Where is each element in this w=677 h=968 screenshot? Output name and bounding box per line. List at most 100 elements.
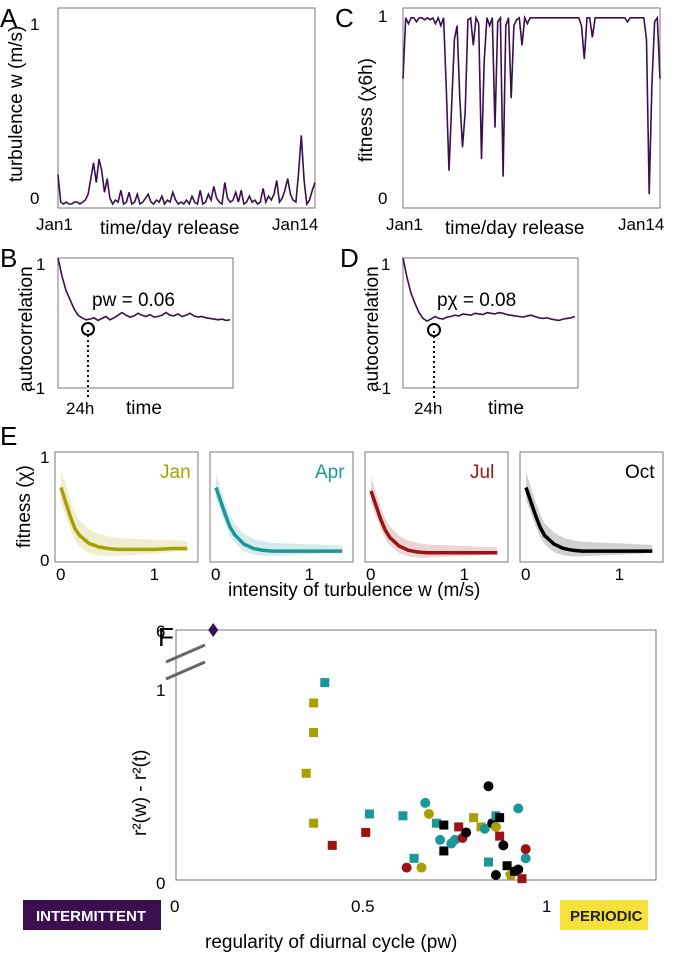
panel-label-d: D [340, 243, 359, 273]
scatter-point [309, 818, 319, 828]
panel-d-marker-label: 24h [414, 399, 442, 418]
panel-c-ytick-top: 1 [378, 7, 387, 26]
scatter-point [439, 846, 449, 856]
panel-e-subplot-oct: Oct 0 1 [519, 451, 664, 584]
scatter-point [513, 864, 524, 875]
panel-e: E 1 0 fitness (χ) intensity of turbulenc… [0, 421, 664, 601]
scatter-point [454, 822, 464, 832]
panel-a-turbulence-line [57, 135, 316, 207]
panel-label-e: E [0, 421, 17, 451]
scatter-point [320, 678, 330, 688]
scatter-point [483, 781, 494, 792]
panel-a-xlabel: time/day release [100, 218, 239, 239]
panel-e-ylabel: fitness (χ) [14, 465, 35, 548]
panel-a-frame [57, 7, 316, 209]
panel-f-ytick-6: 6 [156, 622, 165, 641]
panel-e-month-label-apr: Apr [315, 462, 345, 483]
panel-e-month-label-oct: Oct [625, 462, 655, 483]
scatter-point [513, 803, 524, 814]
scatter-point [401, 862, 412, 873]
panel-e-frame-jan [54, 451, 199, 563]
panel-e-band-oct [526, 472, 653, 557]
panel-b-24h-circle [81, 322, 95, 336]
panel-f-xtick-1: 1 [542, 897, 551, 916]
scatter-point [461, 827, 472, 838]
panel-label-b: B [0, 243, 17, 273]
panel-b-frame [57, 257, 234, 389]
scatter-point [439, 820, 449, 830]
panel-e-xtick-oct-1: 1 [615, 565, 624, 584]
scatter-point [490, 821, 501, 832]
panel-b-marker-label: 24h [66, 399, 94, 418]
panel-e-month-label-jan: Jan [160, 462, 191, 483]
panel-b-annotation: pw = 0.06 [92, 290, 175, 311]
panel-e-xtick-apr-1: 1 [305, 565, 314, 584]
panel-f-ytick-1: 1 [156, 681, 165, 700]
panel-b-ytick-bottom: -1 [30, 379, 45, 398]
scatter-point [495, 813, 505, 823]
panel-a-ytick-bottom: 0 [30, 189, 39, 208]
scatter-point [309, 728, 319, 738]
scatter-point [502, 861, 512, 871]
panel-d-ytick-bottom: -1 [376, 379, 391, 398]
panel-e-subplot-jan: Jan 0 1 [54, 451, 199, 584]
panel-d-ytick-top: 1 [381, 255, 390, 274]
scatter-point [517, 874, 527, 884]
panel-label-c: C [335, 3, 354, 33]
panel-e-frame-jul [364, 451, 509, 563]
panel-b-autocorrelation-line [57, 257, 231, 322]
intermittent-badge-label: INTERMITTENT [36, 908, 146, 925]
panel-e-subplot-apr: Apr 0 1 [209, 451, 354, 584]
scatter-outlier-diamond [208, 623, 219, 637]
scatter-point [398, 811, 408, 821]
panel-f-points [208, 623, 531, 884]
panel-e-xtick-jul-1: 1 [460, 565, 469, 584]
panel-e-subplot-jul: Jul 0 1 [364, 451, 509, 584]
panel-e-xtick-oct-0: 0 [521, 565, 530, 584]
scatter-point [498, 840, 509, 851]
scatter-point [495, 831, 505, 841]
panel-b-xlabel: time [126, 398, 162, 419]
periodic-badge-label: PERIODIC [570, 908, 643, 925]
panel-e-frame-apr [209, 451, 354, 563]
panel-a: A 1 0 Jan1 Jan14 time/day release turbul… [0, 3, 318, 239]
panel-a-ytick-top: 1 [30, 15, 39, 34]
panel-c-fitness-line [402, 14, 661, 195]
panel-label-f: F [158, 622, 174, 652]
scatter-point [327, 840, 337, 850]
panel-a-ylabel-text: turbulence w (m/s) [6, 26, 27, 182]
intermittent-badge [23, 900, 161, 930]
scatter-point [469, 813, 479, 823]
scatter-point [416, 862, 427, 873]
panel-d-annotation: pχ = 0.08 [437, 290, 516, 311]
scatter-point [431, 818, 441, 828]
panel-d-xlabel: time [488, 398, 524, 419]
panel-f-xtick-05: 0.5 [351, 897, 375, 916]
scatter-point [479, 823, 490, 834]
periodic-badge [560, 900, 648, 930]
panel-f-ytick-0: 0 [156, 874, 165, 893]
scatter-point [520, 844, 531, 855]
panel-e-ytick-bottom: 0 [40, 551, 49, 570]
panel-d-24h-circle [427, 323, 441, 337]
panel-d-frame [402, 257, 579, 389]
panel-f-xtick-0: 0 [170, 897, 179, 916]
panel-f-axis-break-lower [165, 660, 206, 681]
panel-e-subplots: Jan 0 1 Apr 0 1 Jul 0 1 Oct 0 1 [54, 451, 664, 584]
panel-e-line-jan [59, 486, 188, 552]
panel-b-ytick-top: 1 [36, 255, 45, 274]
scatter-point [520, 853, 531, 864]
panel-f-frame [175, 629, 657, 881]
panel-f-ylabel: r²(w) - r²(t) [130, 749, 151, 836]
panel-label-a: A [0, 3, 18, 33]
panel-b: B 1 -1 autocorrelation 24h time pw = 0.0… [0, 243, 234, 419]
panel-d-ylabel: autocorrelation [362, 266, 383, 392]
panel-e-band-jan [61, 472, 188, 557]
panel-d: D 1 -1 autocorrelation 24h time pχ = 0.0… [340, 243, 579, 419]
panel-e-xtick-jan-1: 1 [150, 565, 159, 584]
panel-c-ytick-bottom: 0 [378, 189, 387, 208]
panel-a-xtick-start: Jan1 [36, 215, 73, 234]
scatter-point [490, 870, 501, 880]
panel-e-band-jul [371, 477, 498, 558]
panel-e-month-label-jul: Jul [470, 462, 494, 483]
